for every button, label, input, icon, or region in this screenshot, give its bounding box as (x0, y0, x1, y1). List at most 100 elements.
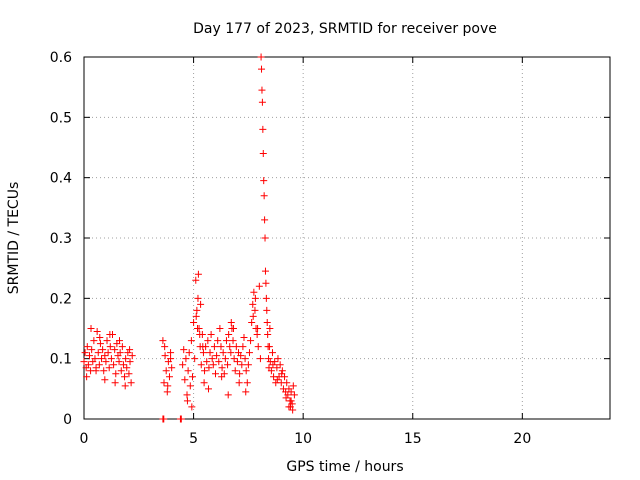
data-point (80, 358, 88, 366)
data-point (265, 355, 273, 363)
data-point (91, 355, 99, 363)
data-point (269, 361, 277, 369)
data-point (104, 349, 112, 357)
data-point (127, 379, 135, 387)
data-point (194, 270, 202, 278)
data-point (112, 370, 120, 378)
data-point (207, 331, 215, 339)
grid-lines (84, 57, 610, 419)
data-point (212, 370, 219, 378)
data-point (221, 355, 229, 363)
data-point (261, 216, 269, 224)
data-point (96, 340, 104, 348)
data-point (102, 358, 110, 366)
data-point (90, 337, 98, 345)
data-point (87, 325, 95, 332)
data-point (288, 400, 296, 408)
data-point (206, 349, 214, 357)
data-point (165, 373, 173, 381)
data-point (257, 53, 265, 61)
data-point (98, 355, 106, 363)
data-point (260, 192, 268, 200)
data-point (242, 388, 250, 396)
data-point (118, 343, 126, 351)
data-point (100, 367, 108, 375)
data-point (191, 355, 199, 363)
data-point (200, 379, 208, 387)
data-point (116, 349, 124, 357)
data-point (266, 325, 274, 332)
data-point (256, 355, 264, 363)
data-point (122, 355, 130, 363)
data-point (287, 388, 295, 396)
data-point (289, 406, 297, 414)
x-tick-label: 10 (294, 431, 312, 447)
data-point (101, 352, 109, 360)
data-point (251, 294, 259, 302)
data-point (262, 294, 270, 302)
data-point (248, 318, 256, 326)
data-point (83, 343, 91, 351)
data-point (255, 282, 263, 290)
data-point (283, 379, 291, 387)
data-point (285, 403, 293, 411)
data-point (196, 331, 204, 339)
data-point (226, 343, 234, 351)
data-point (254, 343, 262, 351)
data-point (232, 343, 240, 351)
data-point (258, 65, 266, 73)
data-point (167, 355, 175, 363)
data-point (81, 349, 89, 357)
data-point (161, 343, 169, 351)
data-point (194, 294, 202, 302)
data-point (258, 86, 266, 94)
data-point (227, 318, 235, 326)
data-point (183, 397, 191, 405)
data-point (225, 331, 233, 339)
data-point (214, 337, 222, 345)
data-point (160, 379, 168, 387)
y-tick-label: 0 (63, 412, 72, 428)
data-point (237, 352, 245, 360)
data-point (159, 337, 167, 345)
data-point (290, 391, 298, 399)
data-point (273, 364, 281, 372)
data-point (115, 358, 123, 366)
data-point (93, 328, 101, 336)
data-point (192, 312, 200, 320)
data-point (121, 373, 129, 381)
data-point (233, 358, 241, 366)
data-point (188, 403, 196, 411)
data-point (126, 358, 134, 366)
data-point (99, 346, 107, 354)
y-tick-label: 0.3 (50, 231, 72, 247)
data-point (236, 370, 244, 378)
data-point (188, 373, 196, 381)
data-point (84, 361, 92, 369)
axis-ticks (83, 56, 610, 420)
data-point (230, 355, 238, 363)
data-point (224, 361, 232, 369)
y-tick-label: 0.4 (50, 171, 72, 187)
data-point (180, 346, 188, 354)
data-point (197, 361, 205, 369)
data-point (110, 361, 118, 369)
data-point (201, 367, 209, 375)
data-point (238, 361, 246, 369)
data-point (96, 334, 104, 342)
data-point (261, 234, 269, 242)
data-point (239, 343, 247, 351)
data-point (265, 343, 273, 351)
y-tick-label: 0.1 (50, 352, 72, 368)
data-point (116, 337, 124, 345)
data-point (263, 306, 271, 314)
data-point (181, 376, 189, 384)
data-point (260, 177, 268, 185)
data-point (193, 306, 201, 314)
data-point (208, 355, 216, 363)
data-point (273, 376, 281, 384)
data-point (249, 312, 257, 320)
data-point (251, 306, 259, 314)
data-point (186, 382, 194, 390)
